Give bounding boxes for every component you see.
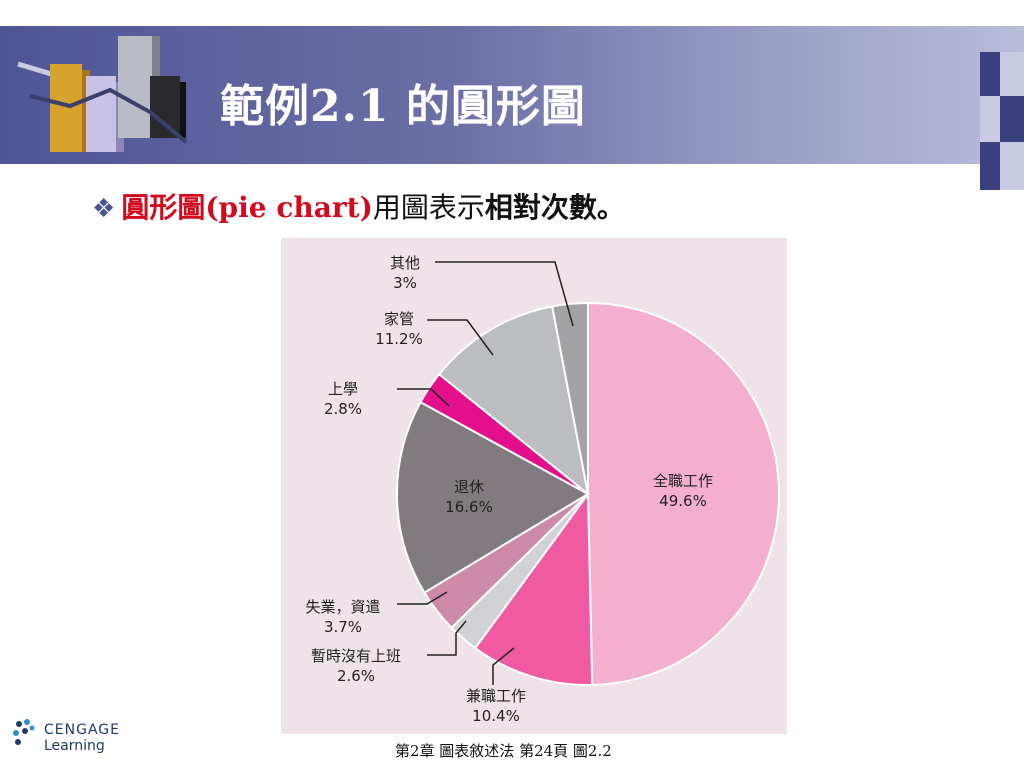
bullet-point: ❖ 圓形圖(pie chart)用圖表示相對次數。 xyxy=(92,186,625,226)
pie-slice-7 xyxy=(551,301,589,495)
pie-slice-1 xyxy=(473,491,594,686)
corner-decoration xyxy=(980,52,1024,190)
slice-label-2: 暫時沒有上班 xyxy=(311,647,401,665)
slice-value-5: 2.8% xyxy=(324,400,362,418)
leader-line-3 xyxy=(397,591,448,605)
cengage-brand: CENGAGE xyxy=(44,722,120,738)
title-banner: 範例2.1 的圓形圖 xyxy=(0,26,1024,190)
slice-value-1: 10.4% xyxy=(472,707,520,725)
bullet-text: 用圖表示 xyxy=(372,191,485,224)
slice-label-3: 失業，資遣 xyxy=(305,598,380,616)
cengage-sub: Learning xyxy=(44,738,105,754)
pie-slice-6 xyxy=(437,305,590,497)
leader-line-2 xyxy=(427,620,467,656)
page-footer: 第2章 圖表敘述法 第24頁 圖2.2 xyxy=(395,742,612,760)
slice-value-6: 11.2% xyxy=(375,330,423,348)
leader-line-6 xyxy=(427,319,494,356)
slice-value-2: 2.6% xyxy=(337,667,375,685)
pie-chart: 全職工作 49.6% 兼職工作 10.4% 暫時沒有上班 2.6% 失業，資遣 3.7% 退休 1… xyxy=(305,254,781,725)
diamond-bullet-icon: ❖ xyxy=(92,194,116,224)
bullet-emphasis: 相對次數 xyxy=(484,191,597,224)
slice-value-7: 3% xyxy=(393,274,417,292)
slice-label-6: 家管 xyxy=(384,310,414,328)
slice-label-4: 退休 xyxy=(454,478,484,496)
slice-value-4: 16.6% xyxy=(445,498,493,516)
page-title: 範例2.1 的圓形圖 xyxy=(220,81,586,132)
cengage-logo-icon xyxy=(13,719,35,745)
pie-chart-panel: 全職工作 49.6% 兼職工作 10.4% 暫時沒有上班 2.6% 失業，資遣 3.7% 退休 1… xyxy=(281,238,787,734)
slice-label-0: 全職工作 xyxy=(653,472,713,490)
leader-line-1 xyxy=(492,647,515,685)
slice-label-5: 上學 xyxy=(328,380,358,398)
bullet-end: 。 xyxy=(596,191,625,224)
pie-slice-0 xyxy=(587,301,781,686)
pie-slice-4 xyxy=(396,400,591,594)
leader-line-7 xyxy=(435,261,574,327)
slice-label-1: 兼職工作 xyxy=(466,687,526,705)
bar-graph-logo-icon xyxy=(17,36,188,152)
leader-line-5 xyxy=(397,388,450,407)
slice-value-3: 3.7% xyxy=(324,618,362,636)
bullet-term: 圓形圖(pie chart) xyxy=(121,191,373,224)
slice-label-7: 其他 xyxy=(390,254,420,272)
slice-value-0: 49.6% xyxy=(659,492,707,510)
